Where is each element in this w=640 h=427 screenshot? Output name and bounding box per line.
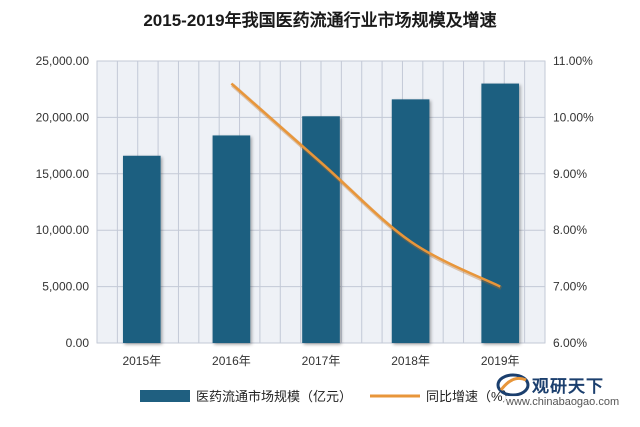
x-axis-ticks: 2015年 2016年 2017年 2018年 2019年: [122, 354, 519, 368]
bar: [122, 155, 161, 343]
left-axis-ticks: 0.00 5,000.00 10,000.00 15,000.00 20,000.00 2…: [36, 54, 90, 350]
right-tick-label: 7.00%: [553, 280, 587, 294]
watermark: 观研天下 www.chinabaogao.com: [488, 372, 638, 422]
bar: [212, 135, 251, 343]
right-axis-ticks: 6.00% 7.00% 8.00% 9.00% 10.00% 11.00%: [553, 54, 594, 350]
left-tick-label: 15,000.00: [36, 167, 90, 181]
right-tick-label: 6.00%: [553, 336, 587, 350]
left-tick-label: 25,000.00: [36, 54, 90, 68]
left-tick-label: 20,000.00: [36, 110, 90, 124]
watermark-url: www.chinabaogao.com: [504, 396, 622, 408]
x-tick-label: 2018年: [391, 354, 430, 368]
chart-title: 2015-2019年我国医药流通行业市场规模及增速: [143, 11, 497, 30]
left-tick-label: 10,000.00: [36, 223, 90, 237]
right-tick-label: 10.00%: [553, 110, 594, 124]
legend: 医药流通市场规模（亿元） 同比增速（%）: [140, 389, 516, 404]
left-tick-label: 0.00: [66, 336, 90, 350]
x-tick-label: 2017年: [302, 354, 341, 368]
x-tick-label: 2016年: [212, 354, 251, 368]
x-tick-label: 2015年: [122, 354, 161, 368]
left-tick-label: 5,000.00: [42, 280, 89, 294]
right-tick-label: 9.00%: [553, 167, 587, 181]
watermark-brand: 观研天下: [532, 377, 604, 396]
right-tick-label: 8.00%: [553, 223, 587, 237]
legend-label-line: 同比增速（%）: [426, 389, 516, 404]
bar: [391, 99, 430, 344]
series-line: [230, 82, 501, 288]
legend-label-bar: 医药流通市场规模（亿元）: [196, 389, 352, 404]
bar: [481, 83, 520, 343]
legend-swatch-bar: [140, 390, 190, 402]
bar: [302, 116, 340, 343]
x-tick-label: 2019年: [481, 354, 520, 368]
line-series: [230, 82, 503, 290]
right-tick-label: 11.00%: [553, 54, 593, 68]
bars: [122, 83, 520, 344]
watermark-logo-icon: [496, 373, 530, 397]
